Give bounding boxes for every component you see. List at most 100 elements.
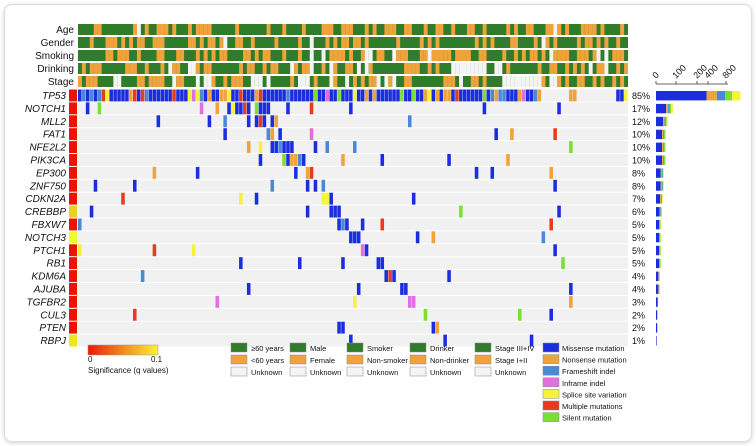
- legend-label: Male: [310, 344, 326, 353]
- clinical-label: Stage: [48, 77, 75, 88]
- clinical-cell: [474, 76, 479, 87]
- clinical-cell: [427, 63, 432, 74]
- mutation-cell: [246, 115, 251, 128]
- clinical-cell: [482, 76, 487, 87]
- count-bar-segment: [656, 103, 667, 114]
- clinical-cell: [376, 76, 381, 87]
- mutation-cell: [341, 218, 345, 231]
- clinical-cell: [349, 63, 353, 74]
- clinical-cell: [604, 63, 609, 74]
- mutation-cell: [121, 192, 125, 205]
- clinical-cell: [89, 63, 94, 74]
- count-bar-segment: [663, 142, 665, 152]
- clinical-cell: [372, 76, 377, 87]
- mutation-cell: [199, 102, 204, 115]
- mutation-cell: [510, 128, 514, 141]
- clinical-cell: [211, 76, 216, 87]
- clinical-cell: [349, 24, 353, 35]
- clinical-cell: [612, 50, 617, 61]
- clinical-cell: [447, 76, 452, 87]
- mutation-cell: [313, 89, 318, 102]
- clinical-cell: [321, 24, 326, 35]
- clinical-cell: [191, 37, 196, 48]
- mutation-cell: [243, 89, 247, 102]
- clinical-cell: [565, 63, 570, 74]
- count-bar-segment: [660, 194, 662, 204]
- mutation-cell: [270, 115, 275, 128]
- mutation-frequency-label: 10%: [632, 130, 650, 140]
- mutation-cell: [553, 128, 557, 141]
- legend-swatch: [230, 342, 248, 353]
- clinical-cell: [459, 76, 463, 87]
- clinical-cell: [89, 37, 94, 48]
- clinical-cell: [341, 37, 346, 48]
- clinical-cell: [584, 37, 589, 48]
- mutation-cell: [78, 218, 82, 231]
- significance-cell: [69, 115, 77, 128]
- clinical-cell: [616, 50, 621, 61]
- mutation-cell: [258, 141, 263, 153]
- clinical-cell: [333, 63, 338, 74]
- mutation-cell: [235, 102, 239, 115]
- gene-label: TP53: [42, 91, 66, 102]
- clinical-cell: [400, 50, 405, 61]
- legend-label: Female: [310, 356, 335, 365]
- count-bar-segment: [660, 220, 662, 230]
- clinical-cell: [156, 76, 161, 87]
- clinical-cell: [164, 24, 169, 35]
- legend-swatch: [542, 354, 560, 364]
- clinical-cell: [553, 63, 558, 74]
- mutation-cell: [490, 166, 495, 179]
- clinical-cell: [565, 50, 570, 61]
- count-bar-segment: [659, 258, 661, 269]
- count-bar-segment: [668, 103, 670, 114]
- legend-swatch: [409, 366, 427, 377]
- mutation-cell: [164, 89, 168, 102]
- count-bar-segment: [716, 91, 726, 101]
- mutation-cell: [537, 89, 542, 102]
- clinical-cell: [368, 76, 373, 87]
- clinical-cell: [396, 37, 401, 48]
- count-bar-segment: [661, 168, 663, 178]
- clinical-cell: [133, 63, 137, 74]
- clinical-cell: [266, 76, 271, 87]
- clinical-cell: [584, 50, 589, 61]
- mutation-cell: [341, 154, 345, 166]
- significance-cell: [69, 141, 77, 153]
- clinical-cell: [451, 76, 456, 87]
- clinical-cell: [156, 37, 161, 48]
- clinical-cell: [199, 37, 204, 48]
- clinical-cell: [353, 37, 357, 48]
- clinical-cell: [455, 63, 460, 74]
- count-bar-segment: [662, 142, 664, 152]
- mutation-cell: [329, 89, 333, 102]
- clinical-cell: [388, 24, 393, 35]
- clinical-cell: [160, 50, 165, 61]
- clinical-cell: [262, 50, 267, 61]
- significance-cell: [69, 334, 77, 347]
- mutation-cell: [266, 128, 271, 141]
- clinical-cell: [368, 50, 373, 61]
- clinical-cell: [529, 76, 534, 87]
- mutation-cell: [282, 141, 286, 153]
- clinical-cell: [333, 37, 338, 48]
- mutation-cell: [518, 308, 522, 321]
- clinical-label: Gender: [41, 38, 75, 49]
- mutation-cell: [368, 89, 373, 102]
- mutation-frequency-label: 10%: [632, 143, 650, 153]
- clinical-cell: [380, 50, 385, 61]
- count-bar-segment: [661, 207, 663, 217]
- clinical-cell: [258, 76, 263, 87]
- mutation-cell: [199, 89, 204, 102]
- mutation-cell: [376, 257, 381, 270]
- clinical-cell: [616, 63, 621, 74]
- clinical-cell: [541, 37, 546, 48]
- mutation-cell: [195, 89, 200, 102]
- clinical-cell: [533, 37, 538, 48]
- mutation-frequency-label: 5%: [632, 220, 645, 230]
- clinical-cell: [274, 63, 279, 74]
- mutation-frequency-label: 5%: [632, 233, 645, 243]
- mutation-cell: [274, 89, 278, 102]
- count-bar-segment: [659, 245, 661, 256]
- clinical-cell: [592, 50, 597, 61]
